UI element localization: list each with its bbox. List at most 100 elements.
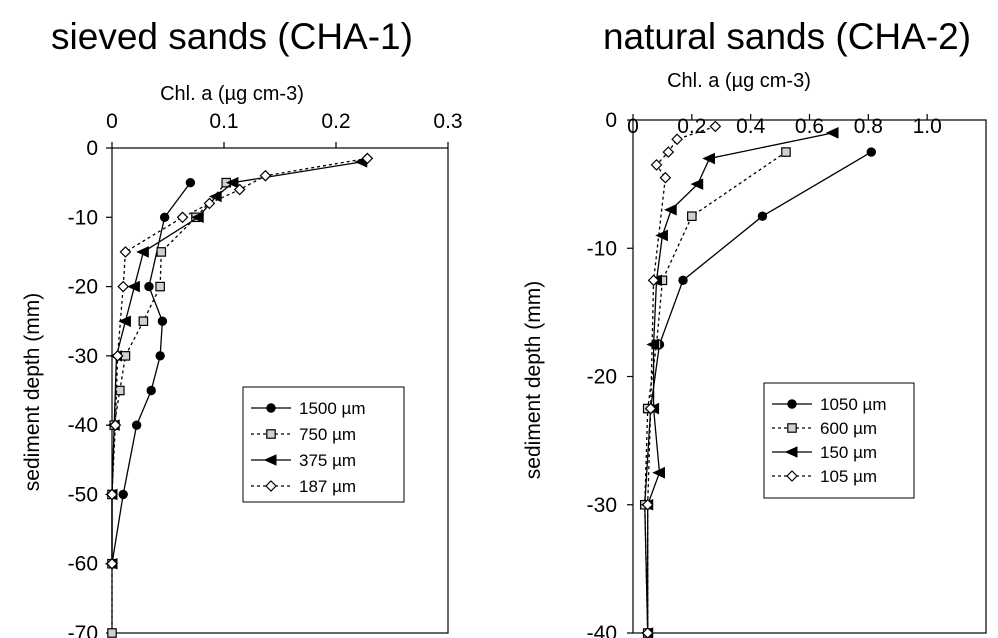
data-point (191, 211, 204, 224)
y-tick-label: -30 (68, 345, 98, 368)
legend-marker (787, 423, 797, 433)
legend-label: 105 µm (820, 467, 877, 486)
y-tick-label: -30 (587, 494, 617, 517)
legend-marker (787, 399, 797, 409)
data-point (687, 211, 697, 221)
data-point (106, 557, 118, 570)
series-line (111, 182, 191, 564)
legend-label: 600 µm (820, 419, 877, 438)
y-axis-label: sediment depth (mm) (522, 281, 545, 479)
x-tick-label: 0.6 (795, 115, 824, 138)
y-tick-label: -50 (68, 483, 98, 506)
data-point (659, 171, 672, 184)
data-point (709, 120, 722, 133)
data-point (662, 146, 675, 158)
legend-item: 105 µm (772, 467, 877, 486)
series-3 (106, 152, 374, 570)
x-tick-label: 0.3 (433, 110, 462, 133)
data-point (259, 169, 272, 182)
data-point (106, 488, 118, 501)
data-point (671, 133, 683, 146)
data-point (641, 627, 654, 638)
x-tick-label: 0.1 (209, 110, 238, 133)
data-point (156, 247, 167, 257)
legend-item: 1050 µm (772, 395, 887, 414)
data-point (136, 246, 149, 258)
data-point (203, 197, 216, 210)
y-tick-label: -10 (587, 237, 617, 260)
y-tick-label: -40 (587, 622, 617, 638)
data-point (157, 316, 168, 326)
legend-label: 750 µm (299, 425, 356, 444)
data-point (118, 489, 128, 500)
series-line (111, 161, 362, 564)
legend-label: 150 µm (820, 443, 877, 462)
data-point (155, 281, 165, 292)
series-3 (641, 120, 722, 638)
data-point (655, 229, 668, 242)
data-point (690, 178, 704, 190)
data-point (138, 316, 149, 327)
y-tick-label: -70 (68, 622, 98, 638)
series-line (111, 157, 368, 564)
legend-item: 600 µm (772, 419, 877, 438)
series-0 (107, 177, 196, 569)
legend-label: 1050 µm (820, 395, 887, 414)
legend: 1500 µm 750 µm 375 µm 187 µm (242, 386, 405, 503)
data-point (641, 498, 654, 511)
panel-sieved-sands: sieved sands (CHA-1) Chl. a (µg cm-3) se… (21, 16, 463, 638)
data-point (111, 350, 124, 362)
x-axis-label: Chl. a (µg cm-3) (667, 70, 811, 92)
data-point (757, 211, 768, 221)
data-point (644, 402, 657, 415)
data-point (118, 315, 131, 327)
plot-frame (111, 147, 449, 634)
data-point (155, 351, 165, 361)
data-point (117, 280, 130, 293)
legend-item: 1500 µm (251, 399, 366, 418)
series-line (111, 182, 227, 633)
legend-item: 187 µm (251, 477, 356, 496)
data-point (781, 147, 791, 157)
data-point (647, 274, 660, 287)
data-point (678, 275, 688, 286)
legend-marker (784, 446, 798, 458)
data-point (176, 211, 189, 224)
data-point (127, 280, 140, 293)
legend-marker (265, 480, 277, 492)
legend-marker (786, 470, 798, 482)
y-tick-label: -40 (68, 414, 98, 437)
data-point (646, 338, 660, 351)
plot-frame (632, 119, 987, 634)
chart-title: sieved sands (CHA-1) (51, 16, 413, 57)
data-point (825, 127, 839, 139)
series-2 (104, 156, 368, 570)
panel-natural-sands: natural sands (CHA-2) Chl. a (µg cm-3) s… (522, 16, 987, 638)
data-point (233, 183, 246, 196)
chart-title: natural sands (CHA-2) (603, 16, 971, 57)
y-tick-label: -20 (587, 366, 617, 389)
x-tick-label: 0.8 (854, 115, 883, 138)
x-tick-label: 0.2 (321, 110, 350, 133)
y-tick-label: -20 (68, 276, 98, 299)
data-point (208, 190, 222, 203)
y-tick-label: -10 (68, 206, 98, 229)
data-point (109, 419, 122, 431)
series-line (647, 125, 716, 633)
data-point (652, 466, 665, 479)
data-point (225, 176, 239, 189)
data-point (144, 281, 154, 292)
x-axis-label: Chl. a (µg cm-3) (160, 83, 304, 105)
x-tick-label: 0 (627, 115, 639, 138)
data-point (185, 177, 196, 188)
data-point (146, 385, 156, 396)
y-tick-label: 0 (605, 109, 617, 132)
legend-item: 750 µm (251, 425, 356, 444)
data-point (119, 246, 132, 258)
legend-item: 150 µm (772, 443, 877, 462)
x-tick-label: 0.4 (736, 115, 766, 138)
data-point (107, 628, 117, 638)
legend: 1050 µm 600 µm 150 µm 105 µm (763, 382, 915, 499)
x-tick-label: 1.0 (913, 115, 942, 138)
